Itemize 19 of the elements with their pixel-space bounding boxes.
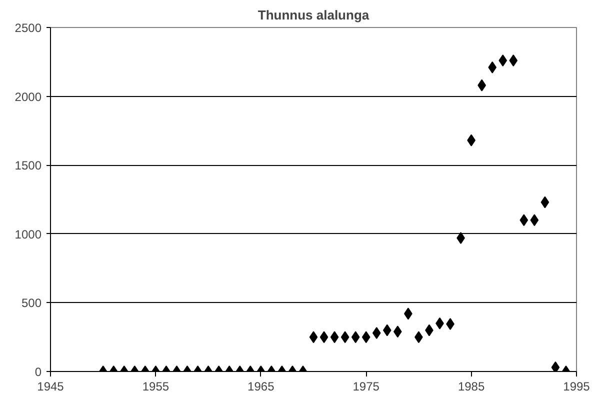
y-tick-label: 500 <box>21 296 42 310</box>
point <box>509 54 518 67</box>
x-tick-label: 1985 <box>458 380 485 394</box>
x-tick-label: 1955 <box>142 380 170 394</box>
y-tick-label: 2500 <box>14 21 42 35</box>
y-tick-label: 1000 <box>14 227 42 242</box>
point <box>520 214 528 226</box>
chart-title: Thunnus alalunga <box>258 8 370 22</box>
x-tick-label: 1975 <box>352 380 380 394</box>
point <box>488 61 497 74</box>
y-tick-label: 2000 <box>14 90 42 104</box>
y-tick-label: 1500 <box>14 158 42 173</box>
x-tick-label: 1945 <box>37 380 64 394</box>
x-tick-label: 1995 <box>563 380 590 394</box>
point <box>530 214 539 226</box>
point <box>498 54 508 67</box>
x-tick-label: 1965 <box>248 380 275 394</box>
point <box>540 196 550 208</box>
y-tick-label: 0 <box>34 365 42 379</box>
